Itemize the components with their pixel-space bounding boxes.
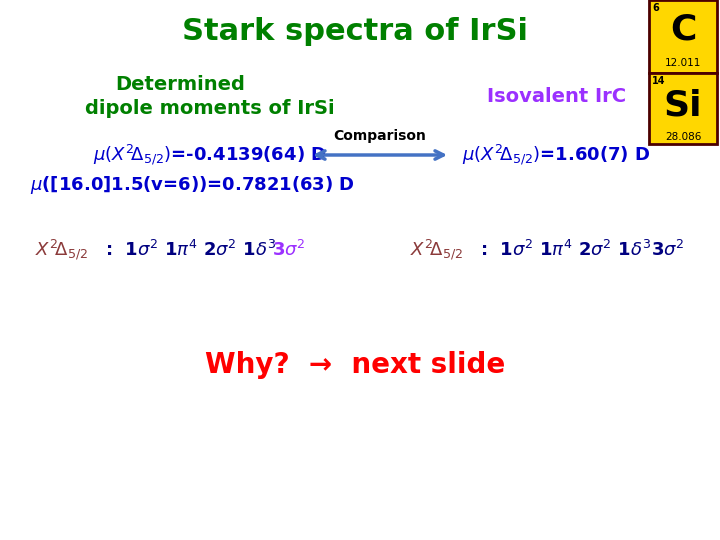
Bar: [649, 73, 717, 144]
Text: Si: Si: [664, 89, 702, 123]
Text: Comparison: Comparison: [333, 129, 426, 143]
Text: 14: 14: [652, 76, 665, 86]
Bar: [649, 0, 717, 73]
Text: 28.086: 28.086: [665, 132, 701, 142]
Text: Determined: Determined: [115, 76, 245, 94]
Text: C: C: [670, 12, 696, 46]
Text: Why?  →  next slide: Why? → next slide: [205, 351, 505, 379]
Text: 12.011: 12.011: [665, 58, 701, 68]
Text: $\mu(X^2\!\Delta_{5/2})$=1.60(7) D: $\mu(X^2\!\Delta_{5/2})$=1.60(7) D: [462, 143, 650, 167]
Text: Isovalent IrC: Isovalent IrC: [487, 86, 626, 105]
Text: 3$\sigma^2$: 3$\sigma^2$: [272, 240, 305, 260]
Text: $X^2\!\Delta_{5/2}$: $X^2\!\Delta_{5/2}$: [410, 238, 463, 262]
Text: :  1$\sigma^2$ 1$\pi^4$ 2$\sigma^2$ 1$\delta^3$3$\sigma^2$: : 1$\sigma^2$ 1$\pi^4$ 2$\sigma^2$ 1$\de…: [480, 240, 685, 260]
Text: $\mu(X^2\!\Delta_{5/2})$=-0.4139(64) D: $\mu(X^2\!\Delta_{5/2})$=-0.4139(64) D: [93, 143, 326, 167]
Text: :  1$\sigma^2$ 1$\pi^4$ 2$\sigma^2$ 1$\delta^3$: : 1$\sigma^2$ 1$\pi^4$ 2$\sigma^2$ 1$\de…: [105, 240, 276, 260]
Text: $\mu$([16.0]1.5(v=6))=0.7821(63) D: $\mu$([16.0]1.5(v=6))=0.7821(63) D: [30, 174, 355, 196]
Text: $X^2\!\Delta_{5/2}$: $X^2\!\Delta_{5/2}$: [35, 238, 88, 262]
Text: dipole moments of IrSi: dipole moments of IrSi: [85, 98, 335, 118]
Text: Stark spectra of IrSi: Stark spectra of IrSi: [182, 17, 528, 46]
Text: 6: 6: [652, 3, 659, 13]
